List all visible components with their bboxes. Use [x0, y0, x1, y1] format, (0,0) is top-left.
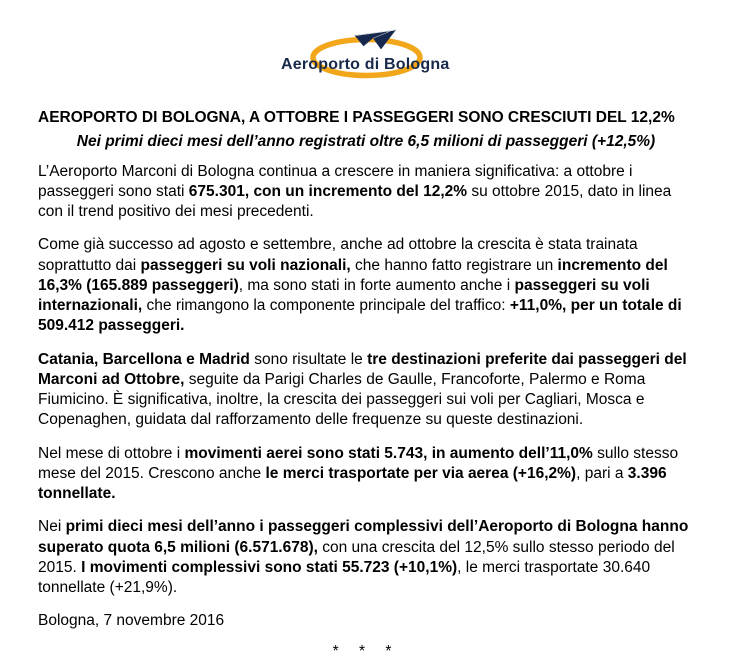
svg-text:Aeroporto di Bologna: Aeroporto di Bologna — [281, 56, 449, 73]
